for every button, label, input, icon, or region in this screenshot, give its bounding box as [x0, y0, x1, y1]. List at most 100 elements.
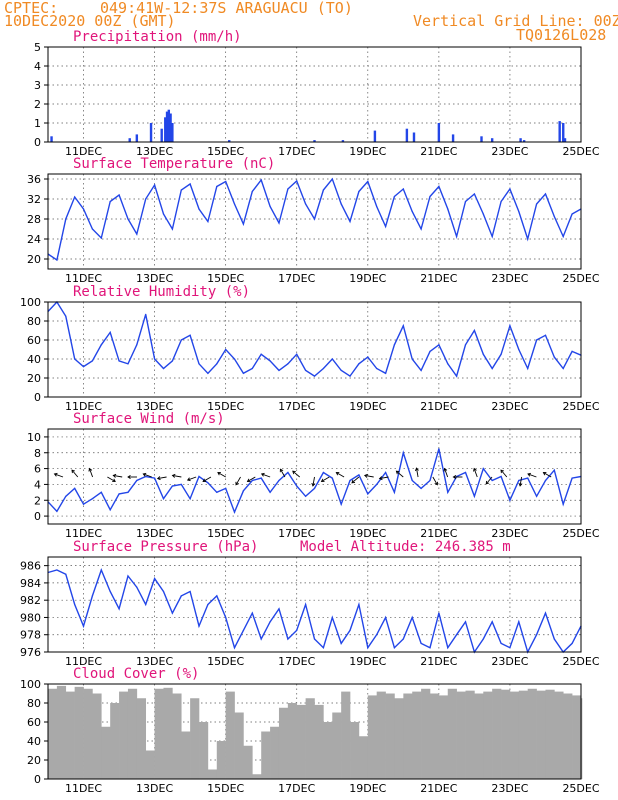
rh-point — [544, 334, 547, 336]
wind-point — [180, 483, 182, 486]
wind-arrow-head — [127, 475, 131, 479]
rh-point — [429, 350, 431, 352]
pres-point — [358, 603, 360, 606]
pres-xtick-label: 25DEC — [562, 655, 599, 668]
precip-bar — [313, 140, 316, 142]
wind-arrow — [543, 472, 552, 478]
rh-point — [349, 375, 351, 377]
pres-point — [287, 638, 289, 640]
rh-point — [82, 366, 85, 368]
cloud-bar — [554, 691, 564, 779]
wind-arrow — [113, 474, 123, 478]
rh-point — [296, 353, 298, 355]
cloud-ytick-label: 60 — [27, 716, 41, 729]
precip-title: Precipitation (mm/h) — [73, 29, 242, 45]
pres-ytick-label: 976 — [20, 646, 41, 659]
rh-point — [447, 363, 449, 365]
wind-arrow — [247, 476, 256, 482]
wind-xtick-label: 13DEC — [136, 527, 173, 540]
cloud-bar — [527, 688, 537, 779]
pres-point — [56, 569, 58, 571]
pres-point — [296, 629, 298, 632]
wind-arrow — [321, 476, 330, 482]
wind-arrow-head — [88, 467, 93, 472]
wind-arrow-head — [142, 472, 147, 477]
wind-arrow — [217, 472, 226, 478]
temp-point — [367, 180, 369, 183]
temp-ytick-label: 24 — [27, 233, 41, 246]
precip-ytick-label: 5 — [34, 41, 41, 54]
pres-point — [313, 638, 316, 640]
temp-point — [473, 193, 475, 195]
temp-point — [393, 195, 396, 198]
rh-xtick-label: 25DEC — [562, 400, 599, 413]
pres-xtick-label: 19DEC — [349, 655, 386, 668]
rh-point — [154, 358, 156, 360]
precip-ytick-label: 4 — [34, 60, 41, 73]
cloud-ytick-label: 100 — [20, 678, 41, 691]
cloud-bar — [456, 691, 466, 779]
cloud-bar — [465, 690, 475, 779]
temp-point — [322, 189, 324, 191]
wind-point — [109, 509, 111, 511]
cloud-bar — [181, 731, 191, 779]
pres-point — [438, 612, 440, 614]
temp-point — [491, 235, 493, 238]
pres-ytick-label: 986 — [20, 560, 41, 573]
rh-point — [518, 348, 520, 351]
panels-group: Precipitation (mm/h) 0 1 2 3 4 5 11DEC 13DEC 15DE… — [20, 29, 600, 795]
rh-ytick-label: 20 — [27, 372, 41, 385]
pres-xtick-label: 17DEC — [278, 655, 315, 668]
pres-point — [571, 642, 573, 644]
precip-bar — [341, 140, 345, 142]
rh-point — [358, 363, 360, 365]
pres-point — [251, 612, 253, 614]
temp-xtick-label: 17DEC — [278, 272, 315, 285]
precip-xtick-label: 19DEC — [349, 145, 386, 158]
temp-point — [305, 203, 307, 205]
wind-point — [313, 487, 316, 489]
wind-arrow — [89, 468, 94, 478]
rh-point — [251, 367, 253, 370]
wind-arrow — [202, 476, 212, 482]
precip-bar — [558, 121, 561, 142]
rh-point — [527, 367, 529, 370]
temp-point — [500, 200, 502, 203]
wind-arrow — [379, 476, 389, 480]
cloud-bar — [296, 704, 306, 779]
pres-point — [544, 612, 547, 614]
pres-line — [47, 568, 582, 654]
wind-panel: Surface Wind (m/s) 0 2 4 6 8 10 11DEC 13DEC 15DEC… — [27, 411, 600, 540]
precip-bar — [128, 138, 131, 142]
temp-point — [100, 237, 102, 239]
temp-point — [233, 203, 236, 205]
rh-point — [207, 372, 209, 374]
precip-bar — [164, 117, 167, 142]
wind-point — [154, 477, 156, 479]
wind-arrow-head — [260, 472, 265, 477]
wind-arrow — [261, 473, 271, 478]
wind-point — [260, 477, 262, 479]
precip-xtick-label: 25DEC — [562, 145, 599, 158]
wind-point — [136, 479, 138, 482]
pres-point — [154, 577, 156, 580]
cloud-bar — [492, 688, 502, 779]
rh-point — [491, 367, 493, 370]
pres-point — [136, 586, 138, 588]
pres-point — [305, 603, 307, 606]
wind-xtick-label: 19DEC — [349, 527, 386, 540]
pres-xtick-label: 21DEC — [420, 655, 457, 668]
temp-point — [269, 205, 271, 208]
precip-xtick-label: 23DEC — [491, 145, 528, 158]
temp-point — [535, 203, 538, 205]
cloud-bar — [394, 698, 404, 779]
cloud-bar — [287, 703, 298, 779]
pres-point — [447, 647, 449, 649]
pres-point — [233, 647, 236, 649]
temp-frame — [47, 173, 582, 270]
cloud-bar — [385, 693, 395, 779]
wind-point — [500, 475, 502, 478]
wind-point — [242, 490, 245, 492]
wind-ytick-label: 2 — [34, 494, 41, 507]
wind-arrow-head — [335, 471, 340, 476]
